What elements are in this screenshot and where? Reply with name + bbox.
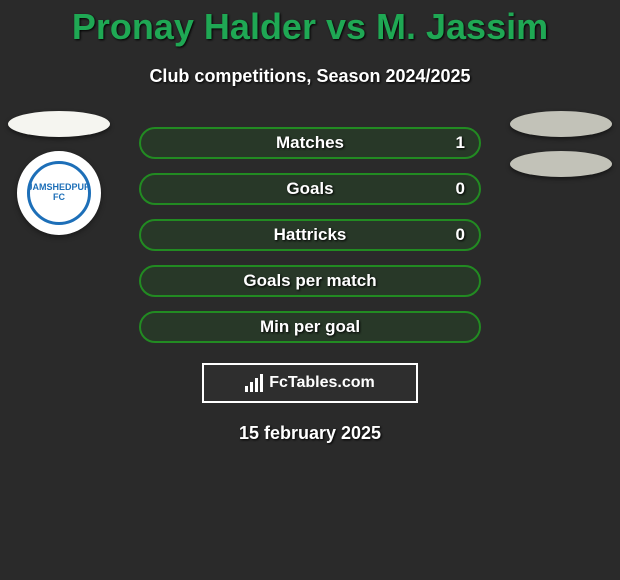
subtitle: Club competitions, Season 2024/2025 bbox=[0, 66, 620, 87]
stat-label: Goals per match bbox=[243, 271, 376, 291]
stat-row-hattricks: Hattricks 0 bbox=[139, 219, 481, 251]
stat-bars: Matches 1 Goals 0 Hattricks 0 Goals per … bbox=[139, 127, 481, 343]
stat-row-min-per-goal: Min per goal bbox=[139, 311, 481, 343]
stat-value: 0 bbox=[456, 179, 465, 199]
watermark: FcTables.com bbox=[202, 363, 418, 403]
right-player-column bbox=[506, 111, 616, 177]
stat-row-goals-per-match: Goals per match bbox=[139, 265, 481, 297]
bar-chart-icon bbox=[245, 374, 263, 392]
player-photo-placeholder bbox=[510, 111, 612, 137]
snapshot-date: 15 february 2025 bbox=[0, 423, 620, 444]
left-player-column: JAMSHEDPUR FC bbox=[4, 111, 114, 235]
club-badge-label: JAMSHEDPUR FC bbox=[21, 183, 97, 203]
comparison-title: Pronay Halder vs M. Jassim bbox=[0, 0, 620, 48]
stat-value: 1 bbox=[456, 133, 465, 153]
stat-row-matches: Matches 1 bbox=[139, 127, 481, 159]
club-badge-placeholder bbox=[510, 151, 612, 177]
player-photo-placeholder bbox=[8, 111, 110, 137]
card: Pronay Halder vs M. Jassim Club competit… bbox=[0, 0, 620, 444]
stat-value: 0 bbox=[456, 225, 465, 245]
stat-row-goals: Goals 0 bbox=[139, 173, 481, 205]
stat-label: Matches bbox=[276, 133, 344, 153]
stat-label: Hattricks bbox=[274, 225, 347, 245]
stat-label: Goals bbox=[286, 179, 333, 199]
watermark-text: FcTables.com bbox=[269, 374, 375, 392]
club-badge: JAMSHEDPUR FC bbox=[17, 151, 101, 235]
stat-label: Min per goal bbox=[260, 317, 360, 337]
stats-section: JAMSHEDPUR FC Matches 1 Goals 0 Hattrick… bbox=[0, 127, 620, 343]
